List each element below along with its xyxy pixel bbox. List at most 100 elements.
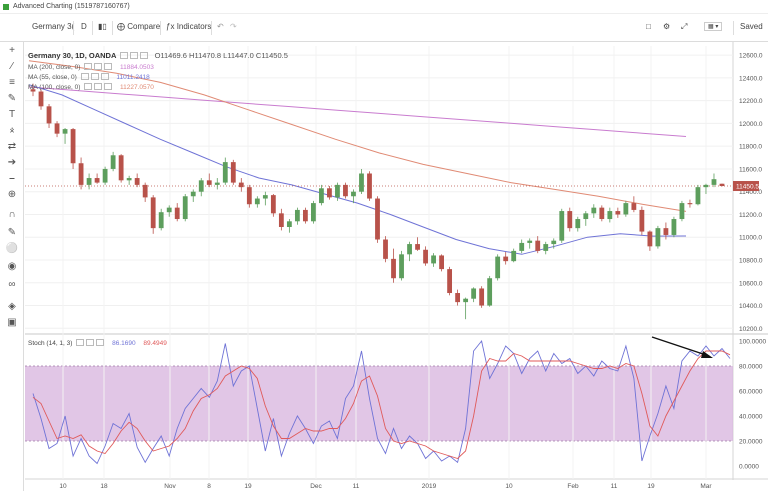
- compare-button[interactable]: ⨁ Compare: [117, 22, 160, 31]
- legend-ma200: MA (200, close, 0) 11884.0503: [28, 63, 154, 71]
- candle-body: [527, 240, 533, 243]
- trash-icon[interactable]: ▣: [7, 317, 17, 328]
- text-icon[interactable]: T: [8, 109, 16, 120]
- candle-body: [383, 239, 388, 259]
- redo-icon[interactable]: ↷: [230, 22, 237, 31]
- brush-icon[interactable]: ✎: [7, 93, 17, 104]
- toolbar-divider: [160, 21, 161, 35]
- candle-body: [703, 184, 709, 188]
- stoch-tick-label: 0.0000: [739, 464, 759, 471]
- legend-ma100: MA (100, close, 0) 11227.0570: [28, 83, 154, 91]
- lock-icon[interactable]: ⚪: [5, 243, 19, 254]
- ma55-label: MA (55, close, 0): [28, 74, 77, 81]
- candle-body: [495, 256, 501, 279]
- candle-body: [711, 179, 717, 185]
- time-tick-label: Dec: [310, 483, 322, 490]
- stay-drawing-icon[interactable]: ✎: [7, 227, 17, 238]
- settings-icon[interactable]: ⚙: [663, 22, 671, 31]
- candle-body: [110, 155, 116, 169]
- measure-icon[interactable]: ⇄: [7, 141, 17, 152]
- ma55-eye-icon[interactable]: [80, 73, 89, 80]
- stoch-tick-label: 20.0000: [739, 439, 763, 446]
- toolbar-divider: [92, 21, 93, 35]
- candle-body: [423, 249, 428, 264]
- candle-body: [455, 293, 461, 303]
- ma55-settings-icon[interactable]: [90, 73, 99, 80]
- legend-eye-icon[interactable]: [120, 52, 129, 59]
- ma200-eye-icon[interactable]: [84, 63, 93, 70]
- arrow-icon[interactable]: ➔: [7, 157, 17, 168]
- legend-symbol-text: Germany 30, 1D, OANDA: [28, 51, 117, 60]
- expand-icon[interactable]: ⤢: [681, 22, 688, 31]
- ma100-close-icon[interactable]: [104, 83, 113, 90]
- candle-body: [190, 191, 196, 197]
- annotation-arrow-shaft: [651, 336, 710, 357]
- ma100-eye-icon[interactable]: [84, 83, 93, 90]
- candle-body: [94, 178, 100, 183]
- undo-icon[interactable]: ↶: [217, 22, 224, 31]
- saved-status: Saved: [740, 22, 763, 31]
- candle-body: [543, 244, 549, 251]
- candle-body: [375, 198, 380, 240]
- ma100-settings-icon[interactable]: [94, 83, 103, 90]
- legend-close-icon[interactable]: [140, 52, 149, 59]
- annotation-arrow-head: [701, 351, 713, 358]
- candle-body: [238, 182, 244, 188]
- compare-label: Compare: [127, 22, 161, 31]
- snapshot-button[interactable]: ▦ ▾: [704, 22, 723, 31]
- symbol-input[interactable]: Germany 3(: [32, 22, 75, 31]
- candles-style-icon[interactable]: ▮▯: [98, 22, 107, 31]
- stoch-settings-icon[interactable]: [86, 339, 95, 346]
- time-tick-label: 10: [505, 483, 513, 490]
- ma55-value: 11011.2418: [116, 74, 150, 81]
- candle-body: [391, 258, 396, 279]
- crosshair-icon[interactable]: +: [9, 45, 15, 56]
- toolbar-divider: [211, 21, 212, 35]
- stoch-tick-label: 40.0000: [739, 414, 763, 421]
- indicators-button[interactable]: ƒx Indicators: [166, 22, 211, 31]
- legend-settings-icon[interactable]: [130, 52, 139, 59]
- candle-body: [335, 184, 340, 198]
- time-tick-label: 11: [353, 483, 360, 490]
- candle-body: [511, 250, 517, 262]
- stoch-d-line: [32, 350, 731, 460]
- link-icon[interactable]: ∞: [8, 279, 16, 290]
- candle-body: [631, 203, 637, 210]
- price-tick-label: 10400.0: [739, 303, 763, 310]
- drawing-toolbar: + ∕ ≡ ✎ T ⨰ ⇄ ➔ ⎯ ⊕ ∩ ✎ ⚪ ◉ ∞ ◈ ▣: [0, 42, 24, 491]
- stoch-close-icon[interactable]: [96, 339, 105, 346]
- magnet-icon[interactable]: ∩: [8, 209, 16, 220]
- ma200-settings-icon[interactable]: [94, 63, 103, 70]
- zoom-in-icon[interactable]: ⊕: [7, 189, 17, 200]
- eye-icon[interactable]: ◉: [7, 261, 17, 272]
- layers-icon[interactable]: ◈: [8, 301, 16, 312]
- candle-body: [38, 91, 44, 107]
- pattern-icon[interactable]: ⨰: [9, 125, 15, 136]
- toolbar-divider: [112, 21, 113, 35]
- time-tick-label: 10: [59, 483, 67, 490]
- last-price-tag-label: 11450.5: [736, 184, 759, 191]
- ma200-close-icon[interactable]: [104, 63, 113, 70]
- indicators-label: Indicators: [176, 22, 212, 31]
- candle-body: [359, 173, 364, 192]
- interval-button[interactable]: D: [81, 22, 87, 31]
- candle-body: [519, 242, 525, 251]
- time-tick-label: 11: [611, 483, 618, 490]
- horizontal-lines-icon[interactable]: ≡: [9, 77, 15, 88]
- ma55-close-icon[interactable]: [100, 73, 109, 80]
- fullscreen-square-icon[interactable]: □: [646, 22, 651, 31]
- ruler-icon[interactable]: ⎯: [9, 173, 15, 184]
- toolbar-divider: [73, 21, 74, 35]
- stoch-eye-icon[interactable]: [76, 339, 85, 346]
- legend-symbol: Germany 30, 1D, OANDA O11469.6 H11470.8 …: [28, 51, 288, 60]
- trend-line-icon[interactable]: ∕: [11, 61, 13, 72]
- candle-body: [599, 207, 605, 220]
- candle-body: [278, 213, 284, 227]
- candle-body: [647, 231, 653, 247]
- candle-body: [447, 269, 453, 294]
- candle-body: [655, 228, 661, 247]
- candle-body: [319, 188, 324, 204]
- candle-body: [567, 211, 573, 229]
- legend-stoch: Stoch (14, 1, 3) 86.1690 89.4949: [28, 339, 167, 347]
